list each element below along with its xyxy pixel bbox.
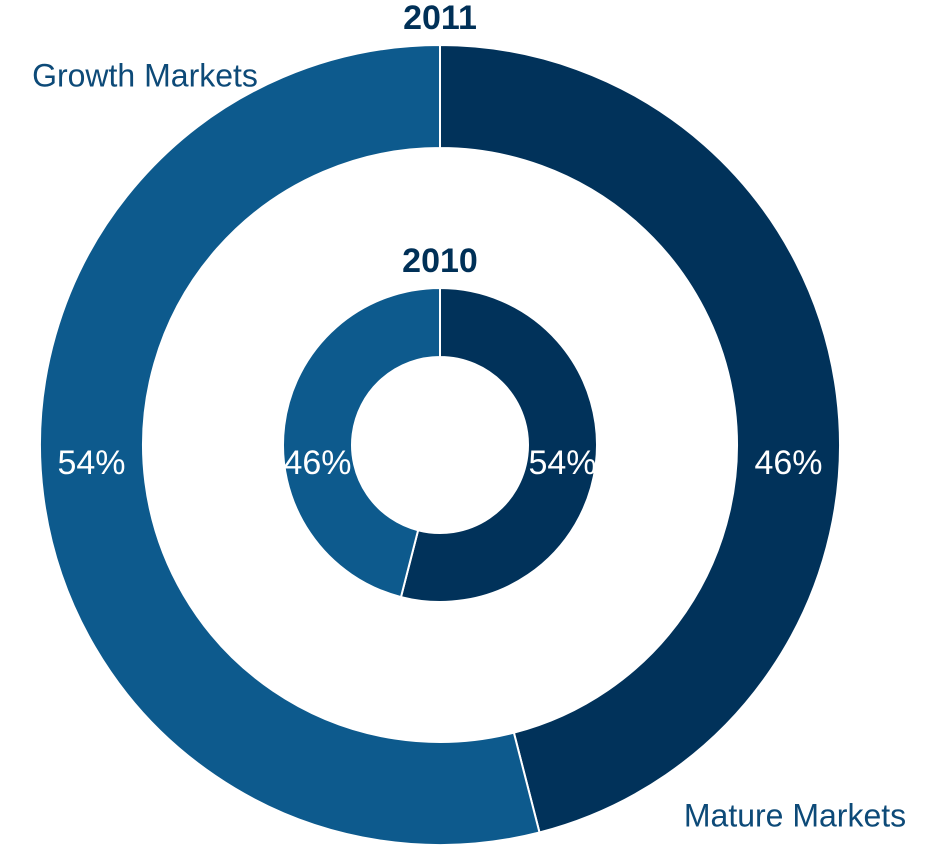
value-label: 46% <box>754 444 822 482</box>
value-label: 54% <box>528 444 596 482</box>
category-label: Growth Markets <box>32 57 258 93</box>
donut-slice <box>439 43 841 834</box>
donut-slice <box>38 43 541 846</box>
donut-slice <box>282 286 441 599</box>
series-title: 2011 <box>403 0 477 37</box>
series-title: 2010 <box>402 242 478 280</box>
value-label: 54% <box>57 444 125 482</box>
donut-slice <box>399 286 598 603</box>
value-label: 46% <box>283 444 351 482</box>
category-label: Mature Markets <box>684 797 906 833</box>
